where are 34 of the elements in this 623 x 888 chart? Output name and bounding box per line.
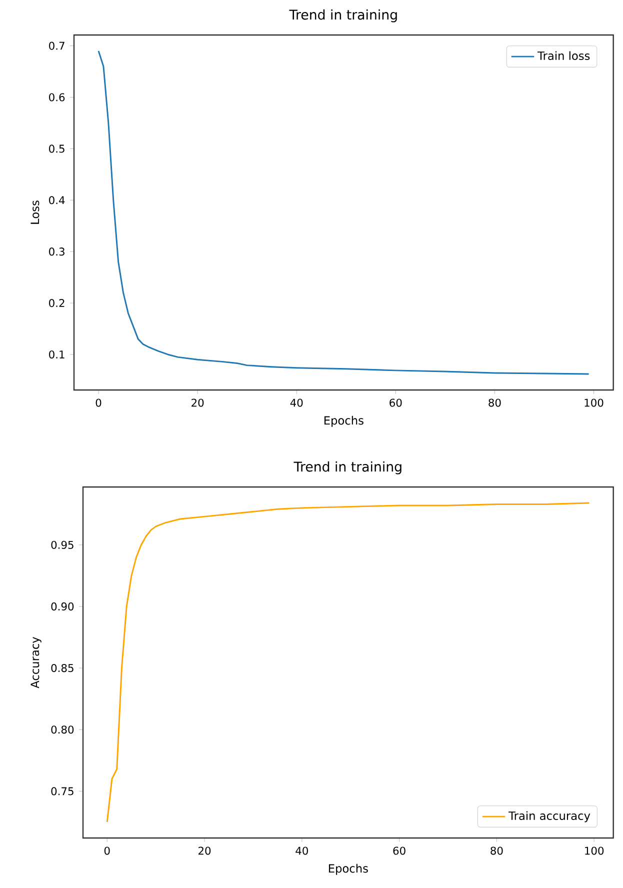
y-tick-label: 0.3 xyxy=(49,248,64,256)
x-tick-label: 60 xyxy=(393,846,406,855)
y-tick-label: 0.5 xyxy=(49,144,64,153)
x-tick-label: 40 xyxy=(290,398,303,407)
y-axis-title: Loss xyxy=(30,200,40,224)
x-axis-title: Epochs xyxy=(328,864,368,875)
y-tick-label: 0.6 xyxy=(49,93,65,102)
x-tick-label: 60 xyxy=(390,398,402,407)
y-tick-label: 0.90 xyxy=(51,602,74,610)
y-tick-label: 0.80 xyxy=(51,726,74,734)
legend-label: Train accuracy xyxy=(508,811,590,822)
y-axis-title: Accuracy xyxy=(30,636,42,688)
y-tick-label: 0.4 xyxy=(49,196,65,204)
x-tick-label: 100 xyxy=(585,846,604,855)
x-tick-label: 0 xyxy=(96,398,102,407)
legend-label: Train loss xyxy=(537,51,590,60)
x-tick-label: 40 xyxy=(296,846,308,855)
line-series xyxy=(98,50,590,375)
y-tick-label: 0.95 xyxy=(51,540,74,549)
chart-title: Trend in training xyxy=(289,9,397,22)
x-tick-label: 0 xyxy=(104,846,110,855)
x-tick-label: 100 xyxy=(584,398,604,407)
line-series xyxy=(106,502,590,823)
x-tick-label: 20 xyxy=(198,846,211,855)
y-tick-label: 0.1 xyxy=(49,350,64,359)
y-tick-label: 0.75 xyxy=(51,787,74,796)
y-tick-label: 0.2 xyxy=(49,299,64,308)
y-tick-label: 0.7 xyxy=(49,42,64,50)
x-tick-label: 80 xyxy=(488,398,501,407)
y-tick-label: 0.85 xyxy=(51,664,74,672)
x-tick-label: 80 xyxy=(490,846,503,855)
x-tick-label: 20 xyxy=(192,398,204,407)
chart-title: Trend in training xyxy=(294,461,402,474)
x-axis-title: Epochs xyxy=(324,416,364,427)
